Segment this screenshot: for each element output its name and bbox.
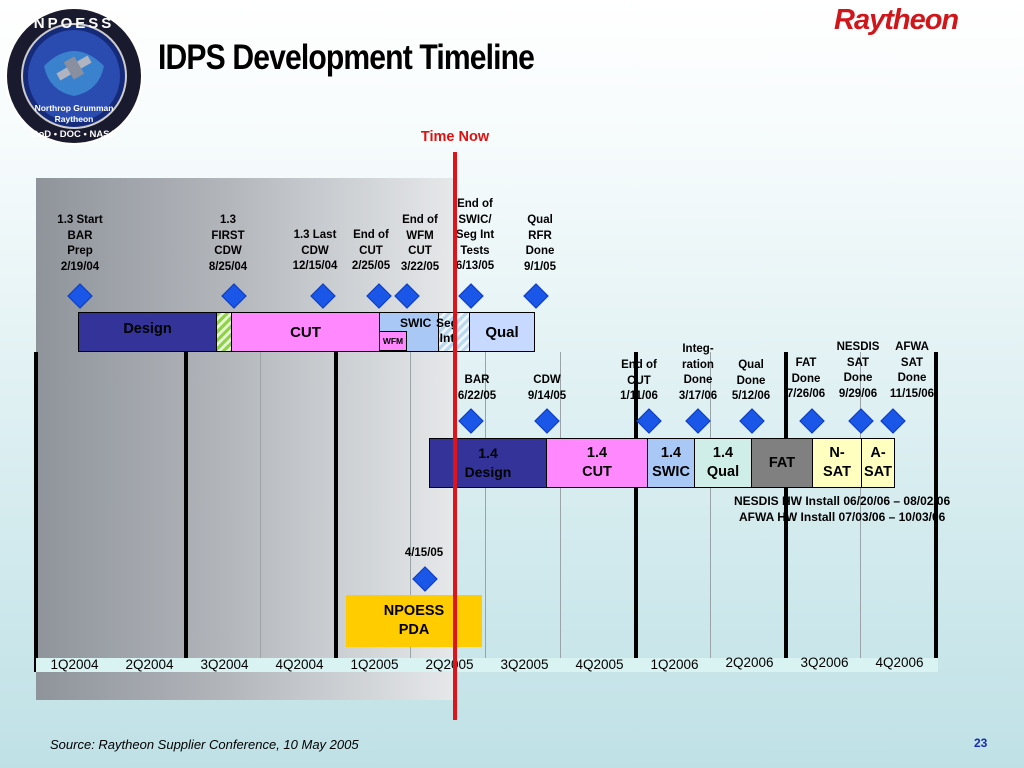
quarter-label: 3Q2005	[500, 657, 549, 672]
milestone-label: Qual Done 5/12/06	[731, 359, 771, 402]
phase-label: FAT	[768, 455, 796, 471]
milestone-label: BAR 6/22/05	[457, 374, 497, 402]
milestone-label: CDW 9/14/05	[527, 374, 567, 402]
milestone-label: Integ- ration Done 3/17/06	[678, 343, 718, 402]
quarter-label: 2Q2005	[425, 657, 474, 672]
phase-swic-14: 1.4 SWIC	[647, 438, 695, 488]
quarter-label: 4Q2005	[575, 657, 624, 672]
milestone-label: 1.3 Start BAR Prep 2/19/04	[57, 214, 103, 273]
phase-label: WFM	[382, 336, 404, 346]
quarter-label: 4Q2004	[275, 657, 324, 672]
quarter-line	[860, 352, 861, 672]
quarter-line	[710, 352, 711, 672]
milestone-label: Qual RFR Done 9/1/05	[524, 214, 556, 273]
phase-qual-14: 1.4 Qual	[694, 438, 752, 488]
time-now-line	[453, 152, 457, 720]
phase-qual-13: Qual	[469, 312, 535, 352]
phase-label: 1.4 Design	[464, 445, 512, 480]
milestone-diamond	[880, 408, 906, 434]
phase-design-13: Design	[78, 312, 217, 352]
year-line-2006	[634, 352, 638, 672]
phase-label: Design	[123, 321, 172, 337]
phase-fat-14: FAT	[751, 438, 813, 488]
milestone-label: 1.3 FIRST CDW 8/25/04	[208, 214, 248, 273]
quarter-line	[110, 352, 111, 672]
milestone-diamond	[534, 408, 560, 434]
quarter-label: 4Q2006	[875, 655, 924, 670]
phase-cut-14: 1.4 CUT	[546, 438, 648, 488]
year-line-2005	[334, 352, 338, 672]
npoess-logo-seal	[5, 7, 143, 145]
phase-label: Seg Int	[435, 316, 458, 345]
milestone-label: AFWA SAT Done 11/15/06	[889, 341, 935, 400]
quarter-label: 2Q2006	[725, 655, 774, 670]
phase-wfm-13: WFM	[379, 331, 407, 351]
milestone-diamond	[636, 408, 662, 434]
phase-label: A- SAT	[864, 445, 892, 480]
quarter-label: 3Q2004	[200, 657, 249, 672]
phase-label: 1.4 CUT	[582, 445, 612, 480]
milestone-label: NESDIS SAT Done 9/29/06	[836, 341, 880, 400]
milestone-diamond	[848, 408, 874, 434]
milestone-label: 1.3 Last CDW 12/15/04	[292, 229, 338, 272]
phase-label: 1.4 SWIC	[652, 445, 690, 480]
phase-asat-14: A- SAT	[861, 438, 895, 488]
quarter-line	[560, 352, 561, 672]
phase-label: Qual	[485, 323, 519, 341]
quarter-line	[410, 352, 411, 672]
phase-nsat-14: N- SAT	[812, 438, 862, 488]
quarter-line-thick	[784, 352, 788, 672]
hw-install-note: NESDIS HW Install 06/20/06 – 08/02/06	[734, 494, 951, 508]
milestone-diamond	[685, 408, 711, 434]
milestone-diamond	[458, 283, 484, 309]
source-footer: Source: Raytheon Supplier Conference, 10…	[50, 737, 359, 752]
hw-install-note: AFWA HW Install 07/03/06 – 10/03/06	[739, 510, 946, 524]
phase-cut-13: CUT	[231, 312, 380, 352]
logo-top-text: NPOESS	[33, 15, 115, 32]
phase-design-14: 1.4 Design	[429, 438, 547, 488]
quarter-label: 1Q2005	[350, 657, 399, 672]
milestone-diamond	[458, 408, 484, 434]
year-line-2004	[34, 352, 38, 672]
phase-label: SWIC	[400, 316, 432, 330]
pda-date: 4/15/05	[404, 547, 444, 559]
phase-label: 1.4 Qual	[706, 445, 740, 480]
milestone-label: End of CUT 1/11/06	[620, 359, 658, 402]
phase-label: CUT	[290, 323, 321, 341]
logo-line1: Northrop Grumman	[34, 103, 114, 113]
quarter-line	[260, 352, 261, 672]
raytheon-brand: Raytheon	[834, 4, 959, 36]
logo-line2: Raytheon	[54, 114, 94, 124]
page-number: 23	[974, 736, 988, 750]
quarter-label: 3Q2006	[800, 655, 849, 670]
quarter-line	[485, 352, 486, 672]
quarter-label: 1Q2006	[650, 657, 699, 672]
milestone-label: End of WFM CUT 3/22/05	[400, 214, 440, 273]
phase-label: N- SAT	[823, 445, 851, 480]
quarter-label: 1Q2004	[50, 657, 99, 672]
quarter-label: 2Q2004	[125, 657, 174, 672]
npoess-logo: NPOESS Northrop Grumman Raytheon DoD • D…	[4, 6, 144, 146]
time-now-label: Time Now	[420, 129, 490, 145]
pda-label: NPOESS PDA	[383, 603, 445, 638]
milestone-label: End of SWIC/ Seg Int Tests 6/13/05	[455, 198, 495, 272]
quarter-strip	[36, 658, 938, 672]
quarter-line-thick	[184, 352, 188, 672]
milestone-diamond	[739, 408, 765, 434]
pda-box: NPOESS PDA	[346, 595, 482, 647]
year-line-2007	[934, 352, 938, 672]
page-title: IDPS Development Timeline	[158, 38, 535, 77]
milestone-label: End of CUT 2/25/05	[351, 229, 391, 272]
milestone-diamond	[523, 283, 549, 309]
phase-transition-hatch	[216, 312, 232, 352]
logo-bottom-text: DoD • DOC • NASA	[31, 129, 117, 140]
milestone-diamond	[799, 408, 825, 434]
milestone-label: FAT Done 7/26/06	[786, 357, 826, 400]
